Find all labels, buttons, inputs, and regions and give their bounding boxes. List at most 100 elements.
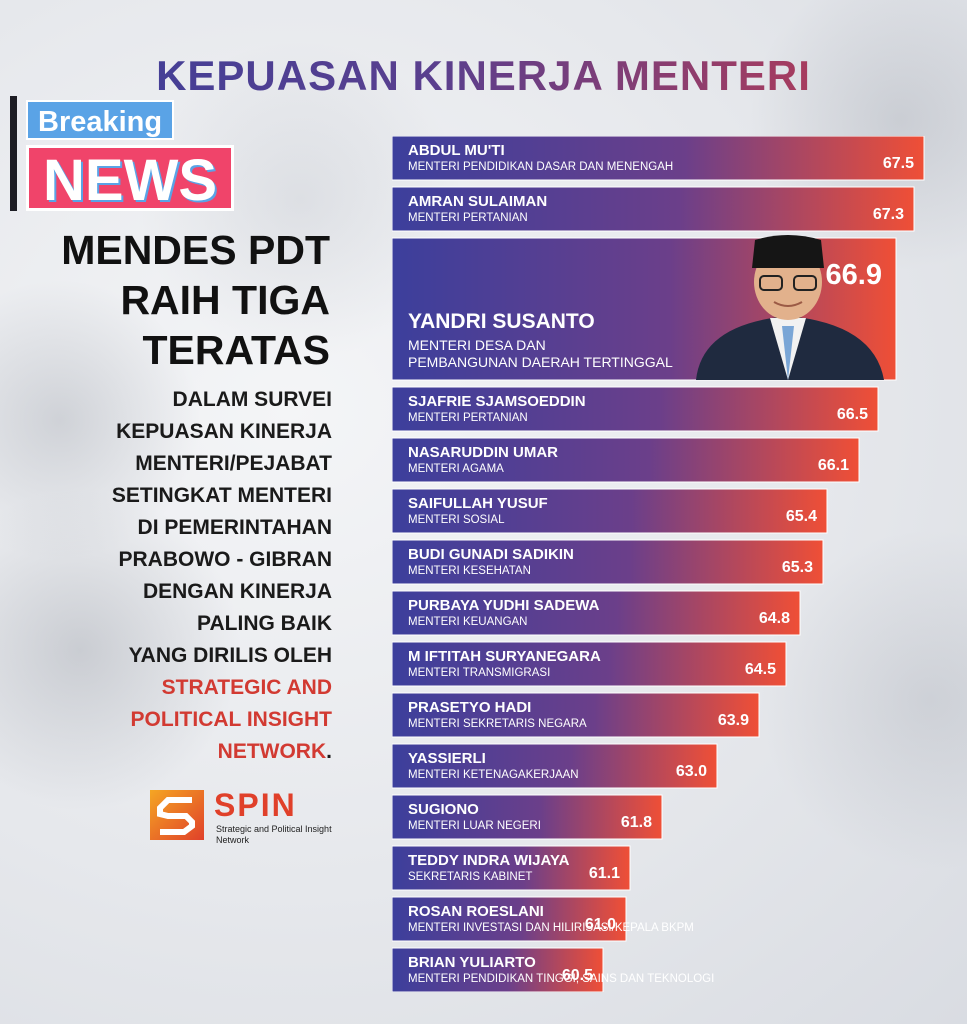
bar-role: MENTERI KETENAGAKERJAAN	[408, 769, 579, 781]
bar-value: 64.8	[759, 610, 790, 627]
bar-row: BRIAN YULIARTO MENTERI PENDIDIKAN TINGGI,…	[392, 947, 714, 992]
highlight-line: POLITICAL INSIGHT	[130, 708, 332, 731]
bar-name: ABDUL MU'TI	[408, 142, 505, 159]
bar-role: MENTERI TRANSMIGRASI	[408, 667, 550, 679]
news-badge: NEWS	[26, 145, 234, 213]
bar-role: MENTERI PERTANIAN	[408, 212, 528, 224]
bar-row: YANDRI SUSANTO MENTERI DESA DANPEMBANGUNA…	[392, 235, 897, 381]
bar-role: MENTERI PENDIDIKAN TINGGI, SAINS DAN TEK…	[408, 973, 714, 985]
bar-value: 64.5	[745, 661, 776, 678]
highlight-line: STRATEGIC AND	[161, 676, 332, 699]
bar-value: 61.1	[589, 865, 620, 882]
bar-role: MENTERI PENDIDIKAN DASAR DAN MENENGAH	[408, 161, 673, 173]
bar-value: 66.5	[837, 406, 868, 423]
bar-role: MENTERI SEKRETARIS NEGARA	[408, 718, 587, 730]
description: DALAM SURVEI KEPUASAN KINERJA MENTERI/PE…	[30, 384, 332, 768]
bar-role: MENTERI SOSIAL	[408, 514, 505, 526]
bar-role: MENTERI DESA DAN	[408, 337, 546, 353]
description-line: SETINGKAT MENTERI	[111, 484, 332, 507]
description-line: PALING BAIK	[197, 612, 332, 635]
bar	[392, 845, 631, 891]
bar-row: M IFTITAH SURYANEGARA MENTERI TRANSMIGRAS…	[392, 641, 787, 687]
logo-subtitle: Strategic and Political Insight Network	[216, 824, 332, 845]
bar-value: 65.4	[786, 508, 817, 525]
bar	[392, 590, 801, 636]
bar-name: SAIFULLAH YUSUF	[408, 495, 548, 512]
page-title: KEPUASAN KINERJA MENTERI	[0, 52, 967, 100]
bar-role: MENTERI INVESTASI DAN HILIRISASI/KEPALA …	[408, 922, 694, 934]
logo-wordmark: SPIN	[214, 787, 297, 823]
bar-role: MENTERI AGAMA	[408, 463, 504, 475]
description-line: DENGAN KINERJA	[142, 580, 332, 603]
bar	[392, 947, 604, 992]
bar-role: MENTERI KEUANGAN	[408, 616, 528, 628]
bar-name: SUGIONO	[408, 801, 479, 818]
bar-name: NASARUDDIN UMAR	[408, 444, 558, 461]
portrait-smile	[773, 301, 803, 307]
bar-value: 60.5	[562, 967, 593, 984]
portrait-peci	[752, 235, 824, 268]
accent-bar	[10, 96, 17, 211]
bar-row: TEDDY INDRA WIJAYA SEKRETARIS KABINET 61.1	[392, 845, 631, 891]
bar-name: SJAFRIE SJAMSOEDDIN	[408, 393, 586, 410]
bar-name: BRIAN YULIARTO	[408, 954, 536, 971]
headline-line: RAIH TIGA	[120, 277, 330, 323]
bar	[392, 539, 824, 585]
minister-portrait	[696, 235, 884, 380]
bar-value: 61.0	[585, 916, 616, 933]
bar-name: BUDI GUNADI SADIKIN	[408, 546, 574, 563]
bar-value: 67.5	[883, 155, 914, 172]
bar-name: TEDDY INDRA WIJAYA	[408, 852, 570, 869]
bar-row: AMRAN SULAIMAN MENTERI PERTANIAN 67.3	[392, 186, 915, 232]
highlight-line: NETWORK	[217, 740, 327, 763]
description-line: DALAM SURVEI	[172, 388, 332, 411]
description-line: MENTERI/PEJABAT	[135, 452, 332, 475]
bar-row: SAIFULLAH YUSUF MENTERI SOSIAL 65.4	[392, 488, 828, 534]
bar	[392, 896, 627, 942]
description-line: DI PEMERINTAHAN	[137, 516, 332, 539]
bar-row: BUDI GUNADI SADIKIN MENTERI KESEHATAN 65.3	[392, 539, 824, 585]
portrait-glasses-right	[793, 275, 817, 291]
breaking-badge: Breaking	[26, 100, 175, 140]
bar	[392, 437, 860, 483]
bar-row: YASSIERLI MENTERI KETENAGAKERJAAN 63.0	[392, 743, 718, 789]
spin-logo: SPIN Strategic and Political Insight Net…	[148, 788, 348, 848]
portrait-tie	[782, 326, 794, 380]
bar-value: 66.1	[818, 457, 849, 474]
bar	[392, 386, 879, 432]
highlight-last-line: NETWORK.	[30, 736, 332, 768]
bar-role: MENTERI PERTANIAN	[408, 412, 528, 424]
bar-row: SJAFRIE SJAMSOEDDIN MENTERI PERTANIAN 66.5	[392, 386, 879, 432]
bar	[392, 186, 915, 232]
bar-value: 65.3	[782, 559, 813, 576]
bar	[392, 136, 925, 181]
highlight-period: .	[326, 740, 332, 763]
bar-row: ROSAN ROESLANI MENTERI INVESTASI DAN HILI…	[392, 896, 694, 942]
bar	[392, 743, 718, 789]
bar	[392, 794, 663, 840]
headline: MENDES PDT RAIH TIGA TERATAS	[18, 225, 330, 375]
bar-role: MENTERI LUAR NEGERI	[408, 820, 541, 832]
bar-name: ROSAN ROESLANI	[408, 903, 544, 920]
bar-name: PRASETYO HADI	[408, 699, 531, 716]
bar-role: SEKRETARIS KABINET	[408, 871, 532, 883]
bar-row: SUGIONO MENTERI LUAR NEGERI 61.8	[392, 794, 663, 840]
description-line: PRABOWO - GIBRAN	[118, 548, 333, 571]
bar	[392, 641, 787, 687]
bar	[392, 692, 760, 738]
bar-value: 61.8	[621, 814, 652, 831]
bar-name: PURBAYA YUDHI SADEWA	[408, 597, 600, 614]
bar	[392, 488, 828, 534]
headline-line: TERATAS	[142, 327, 330, 373]
headline-line: MENDES PDT	[61, 227, 330, 273]
bar-row: PURBAYA YUDHI SADEWA MENTERI KEUANGAN 64.8	[392, 590, 801, 636]
portrait-glasses-left	[759, 275, 783, 291]
bar-value: 66.9	[826, 259, 882, 291]
bar-value: 67.3	[873, 206, 904, 223]
bar-row: ABDUL MU'TI MENTERI PENDIDIKAN DASAR DAN …	[392, 136, 925, 181]
bar-row: NASARUDDIN UMAR MENTERI AGAMA 66.1	[392, 437, 860, 483]
bar-name: YANDRI SUSANTO	[408, 310, 595, 333]
bar-role: MENTERI KESEHATAN	[408, 565, 531, 577]
spin-logo-icon	[150, 790, 204, 840]
bar-name: AMRAN SULAIMAN	[408, 193, 547, 210]
